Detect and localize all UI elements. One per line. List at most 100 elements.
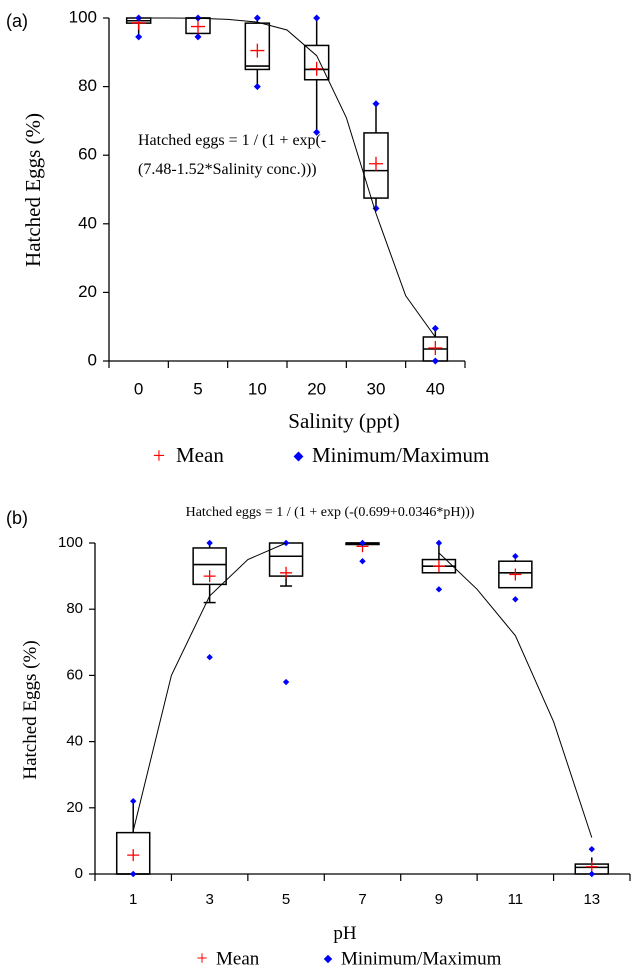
legend-minmax-marker [323,954,333,964]
minimum-marker [431,357,439,365]
maximum-marker [130,797,137,805]
box-group [244,14,271,91]
x-tick-label: 5 [282,891,290,908]
y-tick-label: 100 [69,7,97,26]
panel-b-y-axis-title: Hatched Eggs (%) [20,640,41,779]
x-tick-label: 11 [508,891,524,908]
legend-minmax-marker [293,451,304,462]
maximum-marker [512,553,519,560]
maximum-marker [135,14,143,22]
box-group [268,539,304,686]
y-tick-label: 60 [78,145,97,164]
box [303,44,330,81]
y-tick-label: 80 [66,600,83,617]
legend-minmax-label: Minimum/Maximum [341,948,502,969]
mean-marker [428,340,443,355]
legend-mean-marker: + [153,443,165,468]
x-tick-label: 40 [426,379,445,398]
panel-a-equation-line-1: Hatched eggs = 1 / (1 + exp(- [138,132,326,149]
y-tick-label: 100 [58,534,83,551]
minimum-marker [435,586,443,593]
maximum-marker [206,539,213,547]
panel-b-equation: Hatched eggs = 1 / (1 + exp (-(0.699+0.0… [186,505,475,520]
box-group [422,324,449,365]
x-tick-label: 7 [358,891,366,908]
maximum-marker [313,14,321,22]
y-tick-label: 0 [75,865,83,882]
x-tick-label: 1 [129,891,137,908]
box [192,547,227,586]
mean-marker [432,560,445,573]
fit-curve-right [438,552,593,838]
mean-marker [191,19,205,34]
panel-a-x-axis-title: Salinity (ppt) [288,409,399,433]
box-group [192,539,227,661]
mean-marker [203,570,216,583]
box [498,560,533,589]
panel-a-y-axis-title: Hatched Eggs (%) [21,113,45,267]
fit-curve [138,17,436,338]
x-tick-label: 20 [307,379,326,398]
minimum-marker [206,653,213,661]
box-group [345,539,380,565]
box-group [363,100,389,212]
x-tick-label: 30 [367,379,386,398]
panel-b-legend: + Mean Minimum/Maximum [196,948,501,970]
x-tick-label: 5 [193,379,202,398]
legend-mean-label: Mean [176,443,224,467]
panel-b-x-axis-title: pH [333,923,357,944]
minimum-marker [313,128,321,136]
mean-marker [509,568,522,581]
mean-marker [309,61,324,76]
minimum-marker [135,33,143,41]
minimum-marker [359,558,366,565]
y-tick-label: 80 [78,76,97,95]
x-tick-label: 9 [435,891,443,908]
panel-b-label: (b) [6,508,28,528]
box-group [574,845,610,878]
maximum-marker [372,100,380,108]
y-tick-label: 60 [66,666,83,683]
x-tick-label: 13 [583,891,600,908]
box [244,22,271,71]
x-tick-label: 0 [134,379,143,398]
minimum-marker [588,870,595,878]
box-group [115,797,151,878]
panel-a-legend: + Mean Minimum/Maximum [153,443,490,468]
y-tick-label: 40 [78,213,97,232]
y-tick-label: 20 [66,799,83,816]
box-group [303,14,330,136]
minimum-marker [253,83,261,91]
legend-minmax-label: Minimum/Maximum [312,443,489,467]
maximum-marker [253,14,261,22]
maximum-marker [435,539,443,547]
maximum-marker [359,539,366,547]
panel-b-ph: (b) Hatched eggs = 1 / (1 + exp (-(0.699… [6,505,631,970]
maximum-marker [431,324,439,332]
legend-mean-label: Mean [216,948,260,969]
y-tick-label: 40 [66,733,83,750]
maximum-marker [588,845,595,853]
fit-curve-left [132,542,287,832]
minimum-marker [512,596,519,603]
panel-a-label: (a) [6,11,28,31]
panel-a-equation-line-2: (7.48-1.52*Salinity conc.))) [138,161,317,178]
box [363,132,389,199]
mean-marker [127,849,140,862]
mean-marker [585,860,598,873]
mean-marker [369,156,383,171]
x-tick-label: 3 [205,891,213,908]
y-tick-label: 20 [78,282,97,301]
minimum-marker [282,678,290,686]
panel-a-salinity: (a) Hatched Eggs (%) Salinity (ppt) Hatc… [6,7,489,468]
x-tick-label: 10 [248,379,267,398]
box-group [125,14,152,41]
minimum-marker [130,870,137,878]
box-group [498,553,533,603]
legend-mean-marker: + [196,948,207,970]
box-group [421,539,457,593]
mean-marker [250,43,265,58]
minimum-marker [194,33,202,41]
mean-marker [280,566,293,579]
